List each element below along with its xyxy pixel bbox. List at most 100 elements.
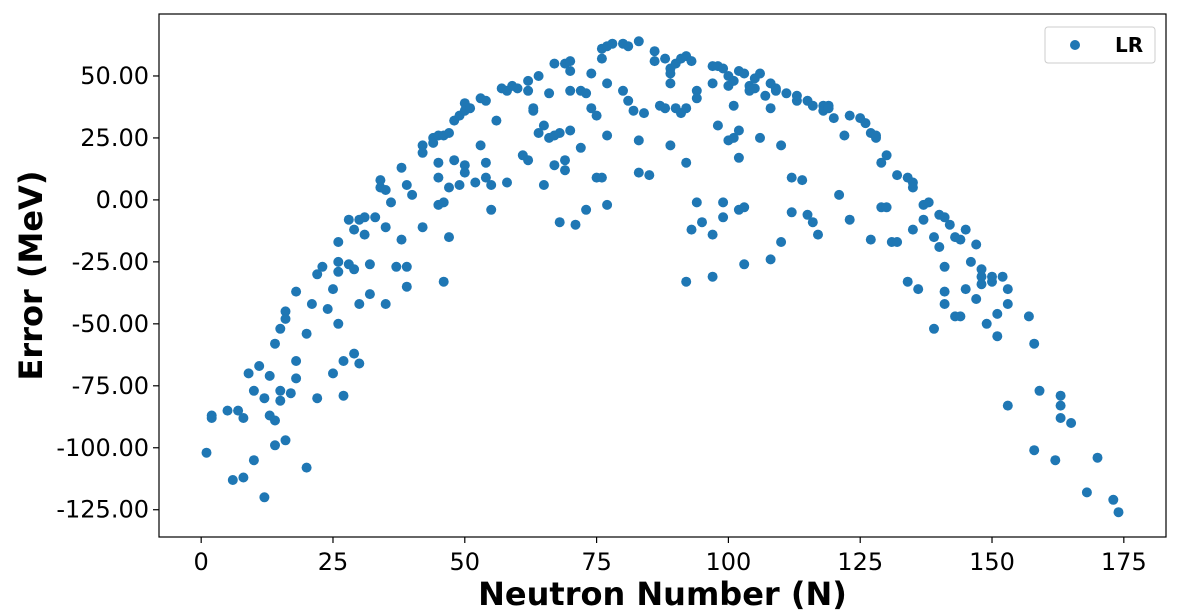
data-point xyxy=(301,462,312,473)
data-point xyxy=(280,313,291,324)
data-point xyxy=(391,261,402,272)
data-point xyxy=(907,182,918,193)
data-point xyxy=(586,68,597,79)
data-point xyxy=(565,85,576,96)
data-point xyxy=(1029,338,1040,349)
data-point xyxy=(328,284,338,295)
data-point xyxy=(475,140,486,151)
data-point xyxy=(765,254,776,265)
data-point xyxy=(992,308,1003,319)
x-axis-title: Neutron Number (N) xyxy=(478,575,847,611)
data-point xyxy=(549,160,560,171)
data-point xyxy=(523,75,534,86)
data-point xyxy=(981,318,992,329)
data-point xyxy=(565,66,576,76)
data-point xyxy=(733,152,744,163)
data-point xyxy=(739,259,750,270)
data-point xyxy=(333,266,344,277)
data-point xyxy=(718,197,729,208)
data-point xyxy=(660,103,671,114)
data-point xyxy=(1002,284,1013,295)
x-tick-label: 150 xyxy=(969,548,1015,576)
data-point xyxy=(929,323,939,334)
data-point xyxy=(686,56,697,67)
data-point xyxy=(644,170,655,181)
data-point xyxy=(1034,385,1045,396)
data-point xyxy=(828,113,839,124)
data-point xyxy=(770,85,781,96)
data-point xyxy=(633,135,644,146)
plot-area-frame xyxy=(158,13,1167,538)
data-point xyxy=(707,78,718,89)
data-point xyxy=(417,140,428,151)
data-point xyxy=(839,130,850,141)
data-point xyxy=(807,100,818,111)
data-point xyxy=(581,88,592,99)
data-point xyxy=(380,185,391,195)
data-point xyxy=(686,224,697,235)
data-point xyxy=(259,393,270,404)
data-point xyxy=(823,103,834,114)
data-point xyxy=(1108,494,1119,505)
data-point xyxy=(786,207,797,218)
data-point xyxy=(354,299,365,309)
data-point xyxy=(280,435,291,446)
data-point xyxy=(1002,400,1013,411)
data-point xyxy=(971,239,982,250)
data-point xyxy=(554,217,565,228)
data-point xyxy=(871,130,881,141)
data-point xyxy=(681,157,692,168)
data-point xyxy=(459,167,470,178)
data-point xyxy=(728,132,739,143)
data-point xyxy=(591,110,602,121)
x-tick-label: 25 xyxy=(318,548,349,576)
data-point xyxy=(876,157,887,168)
data-point xyxy=(786,172,797,183)
data-point xyxy=(444,128,454,138)
data-point xyxy=(364,259,375,270)
data-point xyxy=(802,209,813,220)
data-point xyxy=(992,331,1003,342)
data-point xyxy=(892,237,903,247)
legend-label: LR xyxy=(1115,33,1143,57)
data-point xyxy=(596,172,607,183)
data-point xyxy=(633,167,644,178)
data-point xyxy=(465,103,476,114)
data-point xyxy=(486,180,497,190)
data-point xyxy=(665,140,676,151)
data-point xyxy=(1066,418,1077,428)
data-point xyxy=(364,289,375,300)
data-point xyxy=(749,83,760,94)
data-point xyxy=(649,46,660,57)
data-point xyxy=(834,189,845,200)
data-point xyxy=(301,328,312,339)
data-point xyxy=(623,41,634,52)
data-point xyxy=(718,212,729,223)
data-point xyxy=(438,197,449,208)
data-point xyxy=(565,125,576,136)
y-tick-label: -100.00 xyxy=(56,434,149,462)
data-point xyxy=(317,261,328,272)
x-tick-label: 100 xyxy=(705,548,751,576)
data-point xyxy=(844,214,855,225)
data-point xyxy=(227,475,238,485)
data-point xyxy=(248,455,259,466)
data-point xyxy=(264,370,275,381)
data-point xyxy=(1050,455,1061,466)
data-point xyxy=(370,212,381,223)
data-point xyxy=(233,405,244,416)
data-point xyxy=(649,56,660,67)
data-point xyxy=(955,311,966,322)
data-point xyxy=(939,286,950,297)
data-point xyxy=(755,132,765,143)
data-point xyxy=(623,95,634,106)
data-point xyxy=(354,358,365,369)
data-point xyxy=(976,271,987,282)
x-tick-label: 75 xyxy=(581,548,612,576)
data-point xyxy=(728,75,739,86)
data-point xyxy=(549,58,560,69)
data-point xyxy=(918,214,929,225)
data-point xyxy=(997,271,1008,282)
y-axis: 50.00 25.00 0.00 -25.00 -50.00 -75.00 -100.00 -… xyxy=(56,62,159,524)
data-point xyxy=(538,180,549,190)
